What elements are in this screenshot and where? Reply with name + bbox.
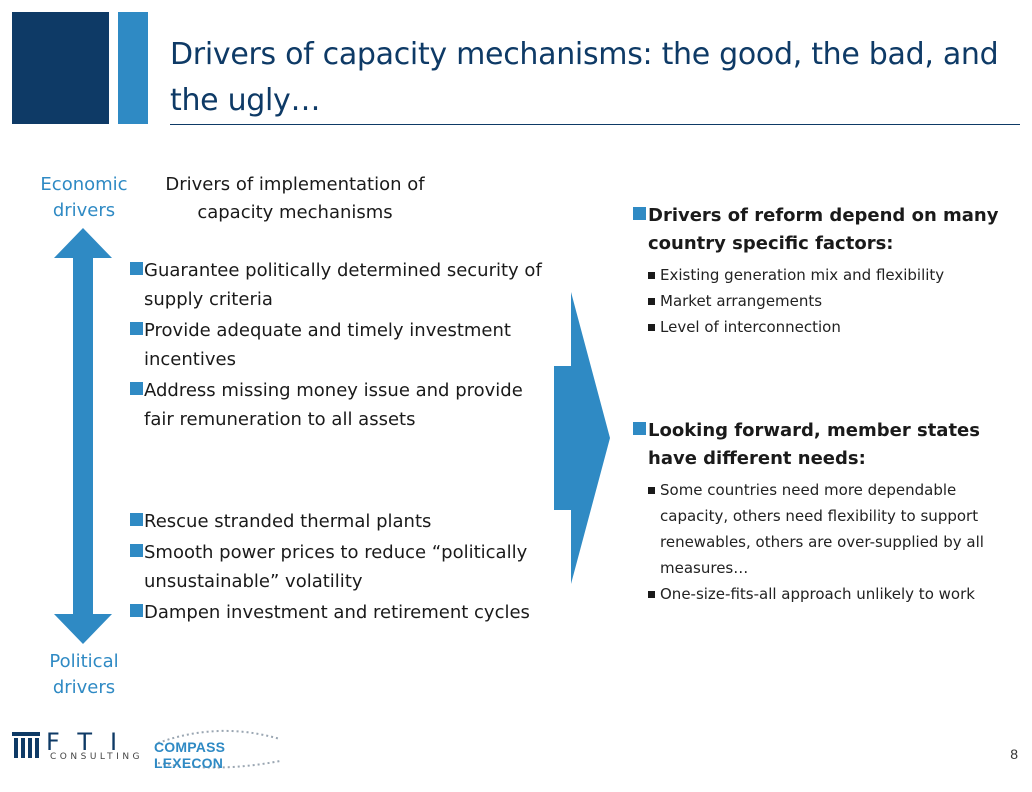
list-item: Guarantee politically determined securit…	[130, 256, 544, 314]
fti-column-icon	[12, 732, 40, 758]
bullet-square-icon	[648, 298, 655, 305]
member-needs-block: Looking forward, member states have diff…	[633, 417, 1008, 607]
list-item: Some countries need more dependable capa…	[648, 477, 1008, 581]
list-item: Provide adequate and timely investment i…	[130, 316, 544, 374]
bullet-square-icon	[130, 322, 143, 335]
decorative-block-accent	[118, 12, 148, 124]
economic-bullet-list: Guarantee politically determined securit…	[130, 256, 544, 436]
reform-drivers-block: Drivers of reform depend on many country…	[633, 202, 1008, 340]
bullet-square-icon	[130, 513, 143, 526]
double-arrow-icon	[54, 228, 112, 644]
compass-lexecon-wordmark: COMPASS LEXECON	[154, 739, 226, 771]
bullet-square-icon	[648, 272, 655, 279]
bullet-square-icon	[633, 422, 646, 435]
fti-subtitle: CONSULTING	[50, 752, 144, 762]
list-item: Level of interconnection	[648, 314, 1008, 340]
axis-label-political: Political drivers	[49, 651, 119, 698]
chevron-right-arrow-icon	[554, 292, 610, 584]
bullet-square-icon	[130, 382, 143, 395]
member-needs-heading: Looking forward, member states have diff…	[633, 417, 1008, 473]
reform-factors-list: Existing generation mix and flexibility …	[648, 262, 1008, 340]
bullet-square-icon	[648, 591, 655, 598]
decorative-block-dark	[12, 12, 109, 124]
fti-wordmark: FTI	[46, 728, 136, 756]
list-item: Address missing money issue and provide …	[130, 376, 544, 434]
reform-drivers-heading: Drivers of reform depend on many country…	[633, 202, 1008, 258]
slide-title: Drivers of capacity mechanisms: the good…	[170, 37, 999, 118]
bullet-square-icon	[130, 262, 143, 275]
bullet-square-icon	[130, 544, 143, 557]
left-column-heading: Drivers of implementation of capacity me…	[165, 174, 425, 223]
bullet-square-icon	[648, 324, 655, 331]
fti-consulting-logo: FTI CONSULTING	[12, 728, 152, 772]
list-item: Existing generation mix and flexibility	[648, 262, 1008, 288]
list-item: Dampen investment and retirement cycles	[130, 598, 544, 627]
title-divider	[170, 124, 1020, 125]
list-item: Rescue stranded thermal plants	[130, 507, 544, 536]
list-item: One-size-fits-all approach unlikely to w…	[648, 581, 1008, 607]
axis-label-economic: Economic drivers	[40, 174, 128, 221]
list-item: Market arrangements	[648, 288, 1008, 314]
list-item: Smooth power prices to reduce “political…	[130, 538, 544, 596]
bullet-square-icon	[130, 604, 143, 617]
bullet-square-icon	[648, 487, 655, 494]
member-needs-list: Some countries need more dependable capa…	[648, 477, 1008, 607]
bullet-square-icon	[633, 207, 646, 220]
compass-arc-icon	[157, 729, 281, 769]
page-number: 8	[1010, 746, 1018, 762]
compass-lexecon-logo: COMPASS LEXECON	[148, 727, 288, 771]
political-bullet-list: Rescue stranded thermal plants Smooth po…	[130, 507, 544, 629]
